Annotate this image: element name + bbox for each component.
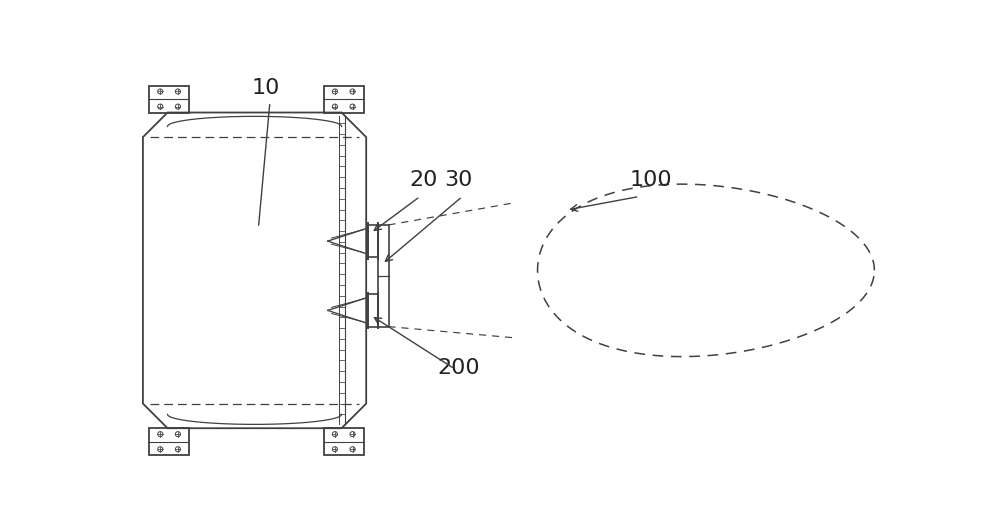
Text: 20: 20 [410,170,438,190]
Text: 10: 10 [252,78,280,98]
Bar [324,85,364,113]
Bar [378,225,389,327]
Text: 200: 200 [437,358,480,378]
Text: 30: 30 [444,170,473,190]
Bar [324,428,364,455]
Bar [149,428,189,455]
Bar [149,85,189,113]
Text: 100: 100 [630,170,672,190]
